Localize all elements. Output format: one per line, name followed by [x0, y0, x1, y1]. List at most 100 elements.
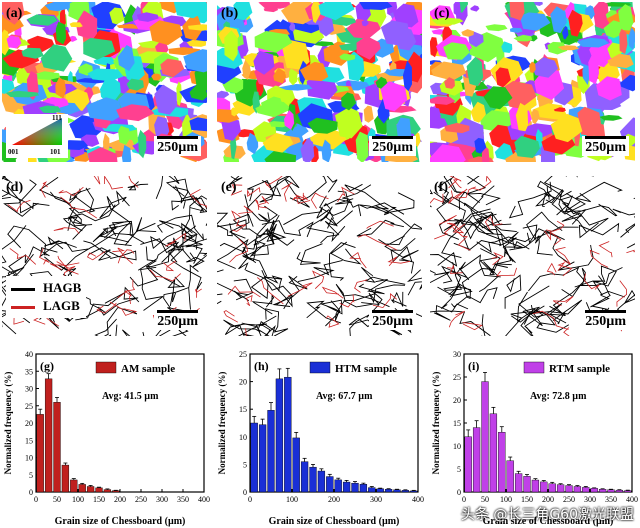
y-tick-label: 5 — [243, 460, 247, 469]
x-tick-label: 100 — [500, 495, 512, 504]
histogram-bar — [607, 489, 615, 493]
scale-bar-e-label: 250µm — [372, 314, 413, 329]
histogram-bar — [393, 489, 401, 493]
histogram-bar — [317, 470, 326, 493]
x-tick-label: 200 — [114, 495, 126, 504]
ipf-map-a: (a) 001 101 111 250µm — [2, 2, 207, 162]
y-tick-label: 30 — [25, 385, 33, 394]
histogram-bar — [284, 376, 292, 493]
histogram-bar — [384, 489, 393, 493]
scale-bar-f: 250µm — [582, 310, 629, 330]
histogram-bar — [95, 487, 103, 493]
y-tick-label: 20 — [239, 378, 247, 387]
histogram-bar — [540, 481, 548, 493]
legend-swatch — [95, 361, 117, 374]
x-tick-label: 300 — [370, 495, 382, 504]
x-tick-label: 150 — [93, 495, 105, 504]
histogram-bar — [514, 473, 523, 493]
y-tick-label: 20 — [453, 396, 461, 405]
histogram-bar — [582, 487, 590, 493]
x-axis-label: Grain size of Chessboard (µm) — [483, 516, 614, 527]
histogram-bar — [86, 486, 95, 493]
histogram-bar — [61, 464, 70, 493]
histogram-bar — [250, 422, 258, 493]
x-axis-label: Grain size of Chessboard (µm) — [55, 516, 186, 527]
panel-label-d: (d) — [6, 180, 24, 195]
y-tick-label: 20 — [25, 419, 33, 428]
histogram-bar — [376, 488, 384, 493]
y-tick-label: 30 — [453, 350, 461, 359]
plot-frame — [35, 353, 205, 493]
histogram-bar — [410, 490, 418, 493]
avg-label: Avg: 72.8 µm — [530, 391, 587, 402]
x-axis-label: Grain size of Chessboard (µm) — [269, 516, 400, 527]
histogram-bar — [573, 486, 582, 493]
histogram-bar — [556, 484, 565, 493]
boundary-map-e-lines — [217, 176, 422, 336]
y-tick-label: 25 — [239, 350, 247, 359]
histogram-bar — [112, 490, 120, 493]
x-tick-label: 50 — [53, 495, 61, 504]
x-tick-label: 100 — [72, 495, 84, 504]
x-tick-label: 250 — [135, 495, 147, 504]
legend-swatch — [523, 361, 545, 374]
x-tick-label: 400 — [198, 495, 210, 504]
histogram-bar — [309, 466, 317, 493]
histogram-bar — [258, 424, 267, 493]
x-tick-label: 400 — [626, 495, 638, 504]
boundary-map-e: (e) 250µm — [217, 176, 422, 336]
histogram-bar — [36, 414, 44, 493]
boundary-map-f-lines — [430, 176, 635, 336]
x-tick-label: 100 — [286, 495, 298, 504]
histogram-bar — [565, 485, 573, 493]
histogram-bar — [275, 378, 284, 493]
y-tick-label: 40 — [25, 350, 33, 359]
histogram-bar — [267, 410, 275, 493]
ipf-map-c-grains — [430, 2, 635, 162]
histogram-bar — [506, 460, 514, 493]
y-tick-label: 10 — [25, 454, 33, 463]
ipf-map-b-grains — [217, 2, 422, 162]
y-tick-label: 0 — [29, 488, 33, 497]
histogram-bar — [53, 402, 61, 493]
y-tick-label: 5 — [457, 465, 461, 474]
x-tick-label: 350 — [177, 495, 189, 504]
y-tick-label: 10 — [239, 433, 247, 442]
x-tick-label: 50 — [481, 495, 489, 504]
hagb-label: HAGB — [43, 280, 82, 295]
lagb-label: LAGB — [43, 298, 80, 313]
y-tick-label: 10 — [453, 442, 461, 451]
chart-panel-label: (h) — [254, 359, 269, 373]
x-tick-label: 250 — [563, 495, 575, 504]
chart-panel-label: (i) — [468, 359, 479, 373]
panel-label-f: (f) — [434, 180, 448, 195]
histogram-bar — [300, 461, 309, 493]
histogram-bar — [590, 488, 598, 493]
y-tick-label: 25 — [25, 402, 33, 411]
x-tick-label: 200 — [328, 495, 340, 504]
histogram-bar — [292, 437, 300, 493]
histogram-bar — [351, 482, 359, 493]
ipf-triangle-legend: 001 101 111 — [6, 114, 68, 158]
histogram-bar — [598, 489, 607, 493]
histogram-bar — [531, 479, 540, 493]
histogram-bar — [489, 413, 498, 493]
scale-bar-c: 250µm — [582, 136, 629, 156]
watermark: 头条 @长三角G60激光联盟 — [460, 507, 634, 523]
y-tick-label: 0 — [243, 488, 247, 497]
y-tick-label: 15 — [239, 405, 247, 414]
histogram-bar — [548, 483, 556, 493]
histogram-bar — [326, 476, 334, 493]
histogram-bar — [624, 490, 632, 493]
gb-legend: HAGB LAGB — [6, 276, 87, 318]
avg-label: Avg: 41.5 µm — [102, 391, 159, 402]
y-axis-label: Normalized frequency (%) — [431, 372, 441, 475]
histogram-bar — [401, 490, 410, 493]
x-tick-label: 300 — [156, 495, 168, 504]
x-tick-label: 0 — [462, 495, 466, 504]
scale-bar-d: 250µm — [154, 310, 201, 330]
ipf-map-b: (b) 250µm — [217, 2, 422, 162]
avg-label: Avg: 67.7 µm — [316, 391, 373, 402]
